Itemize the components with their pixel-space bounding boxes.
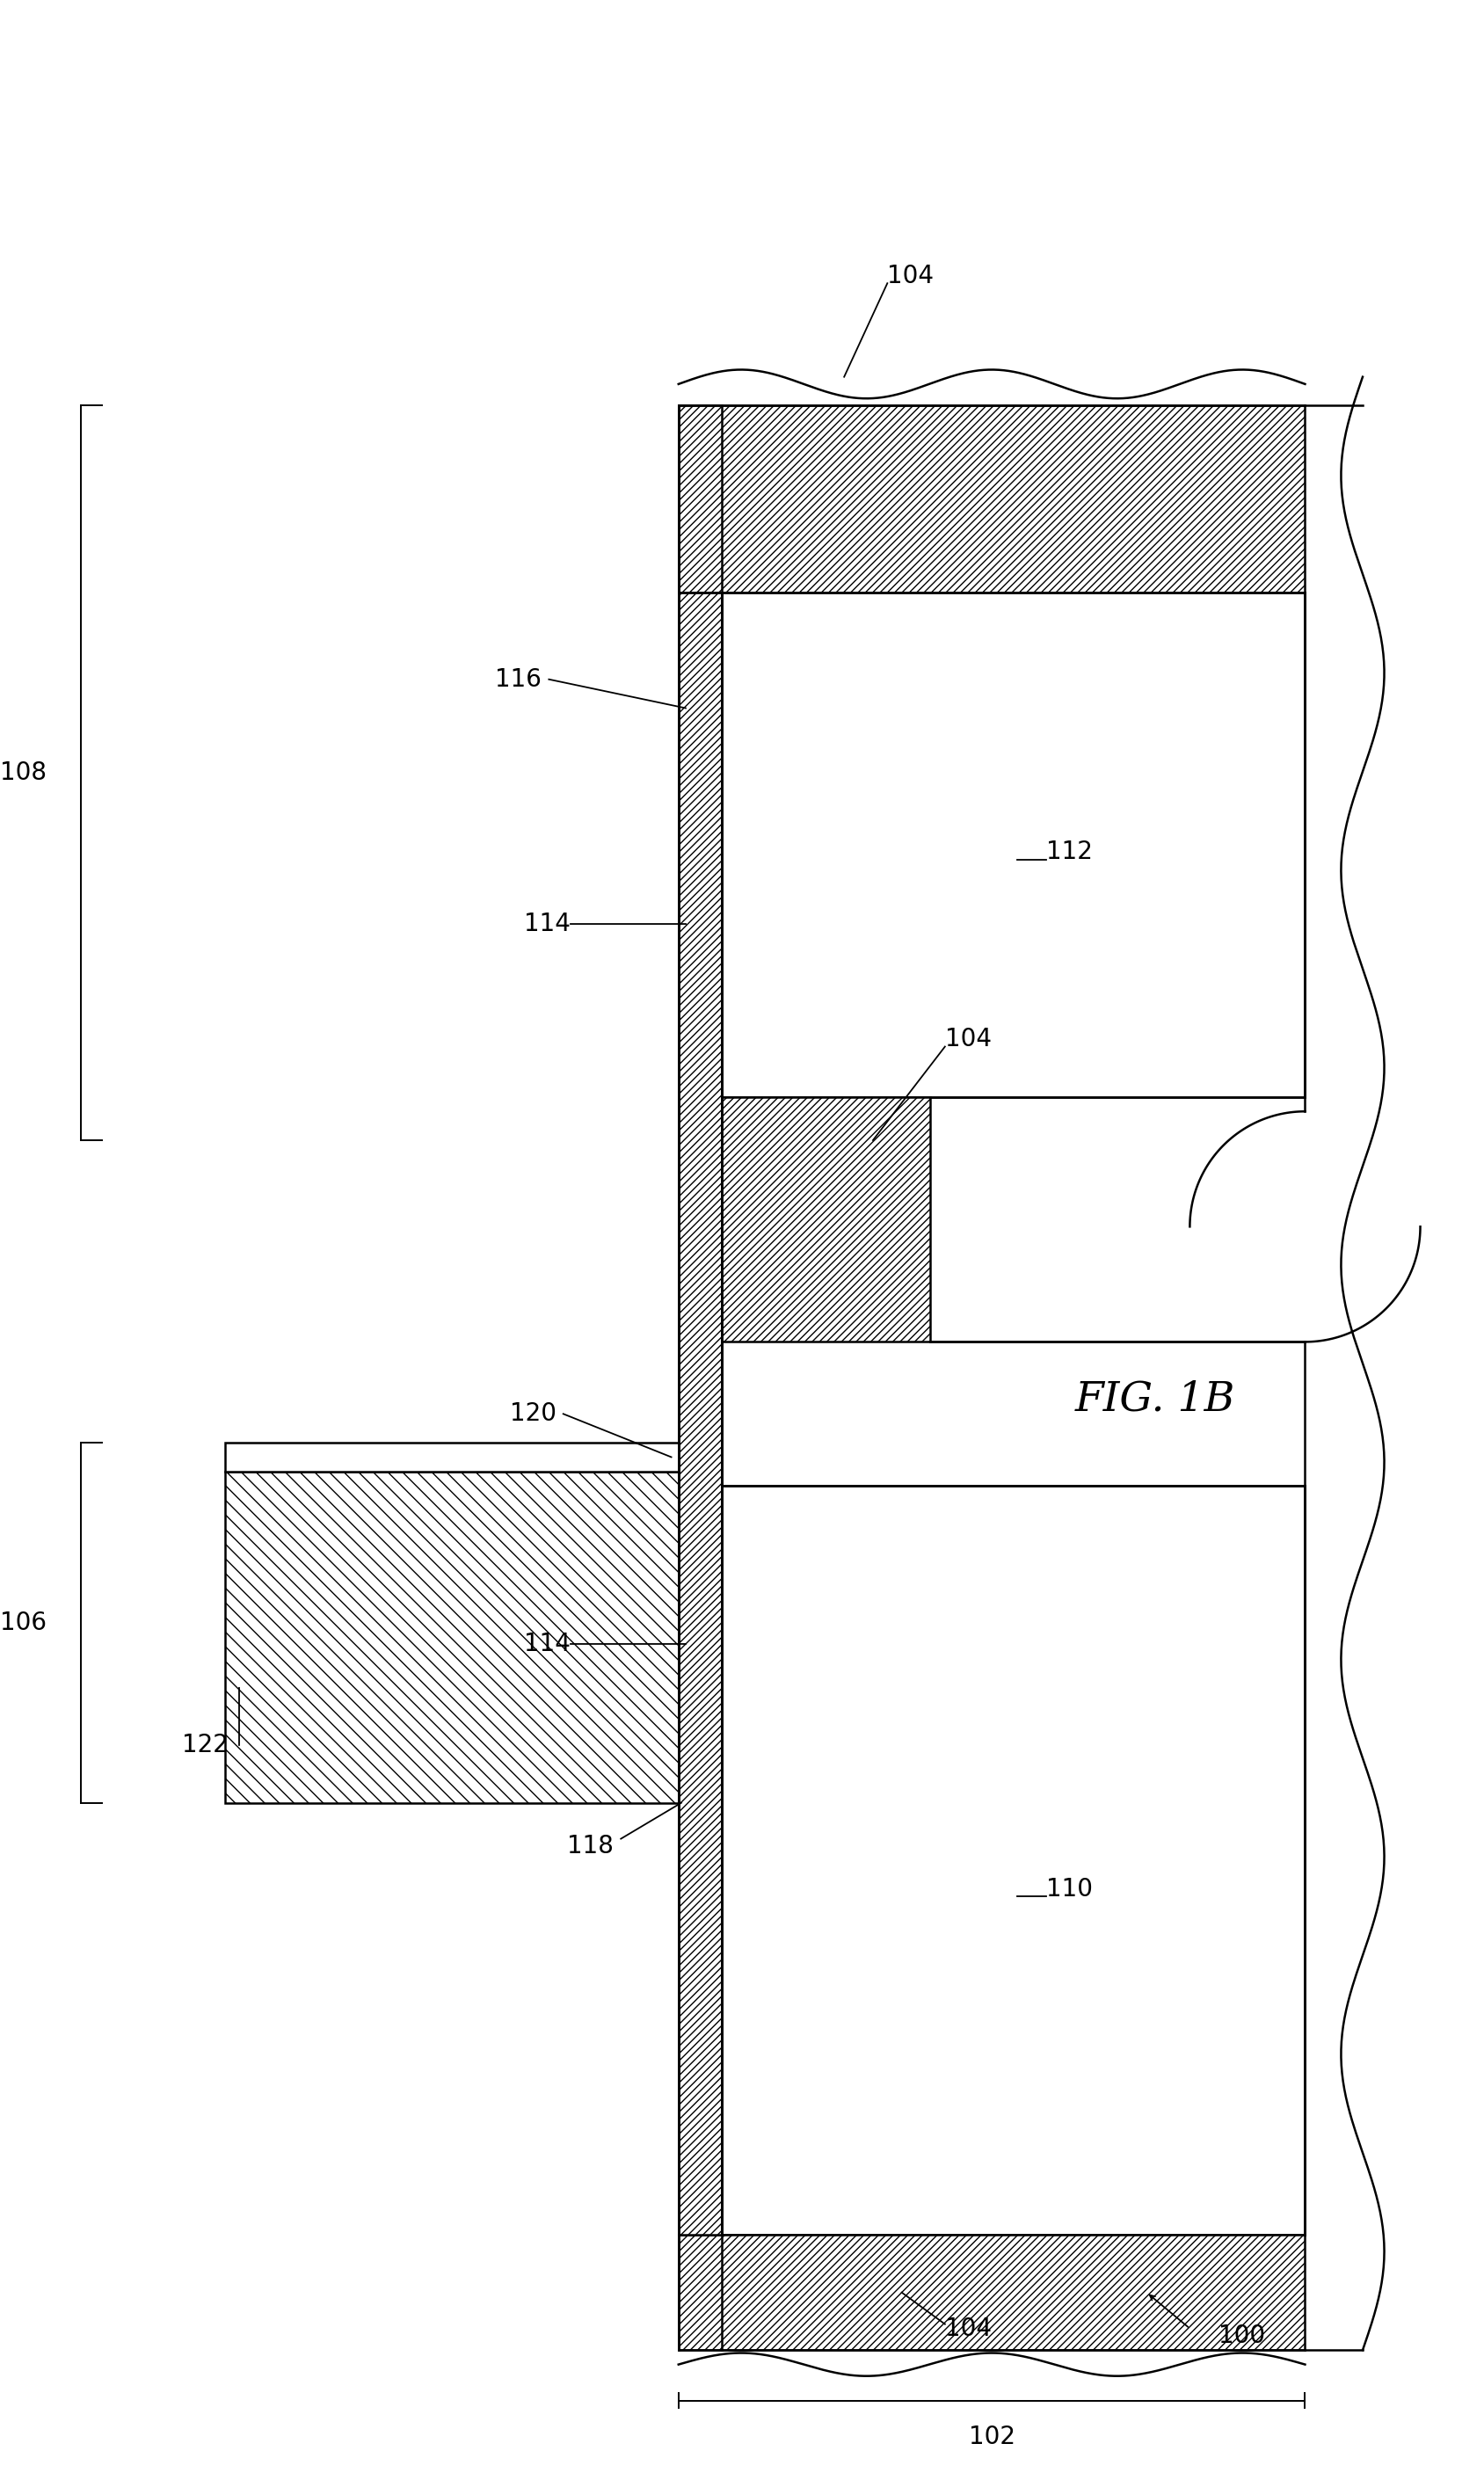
Text: 118: 118 [567,1833,614,1858]
Polygon shape [678,407,1304,593]
Polygon shape [678,407,721,2234]
Text: 104: 104 [945,1027,991,1052]
Text: 112: 112 [1046,841,1092,866]
Text: 116: 116 [496,667,542,692]
Text: 114: 114 [524,913,570,937]
Polygon shape [721,593,1304,1096]
Text: 102: 102 [969,2423,1015,2448]
Text: 106: 106 [0,1610,46,1634]
Text: 100: 100 [1218,2324,1266,2349]
Text: 120: 120 [509,1401,556,1426]
Polygon shape [678,2234,1304,2351]
Text: 114: 114 [524,1632,570,1657]
Text: 110: 110 [1046,1877,1092,1902]
Polygon shape [224,1443,678,1471]
Polygon shape [721,1096,930,1342]
Text: 104: 104 [887,263,933,288]
Text: 108: 108 [0,761,46,786]
Polygon shape [721,1486,1304,2234]
Text: 122: 122 [181,1734,229,1758]
Polygon shape [224,1471,678,1803]
Text: 104: 104 [945,2316,991,2341]
Text: FIG. 1B: FIG. 1B [1074,1379,1235,1419]
